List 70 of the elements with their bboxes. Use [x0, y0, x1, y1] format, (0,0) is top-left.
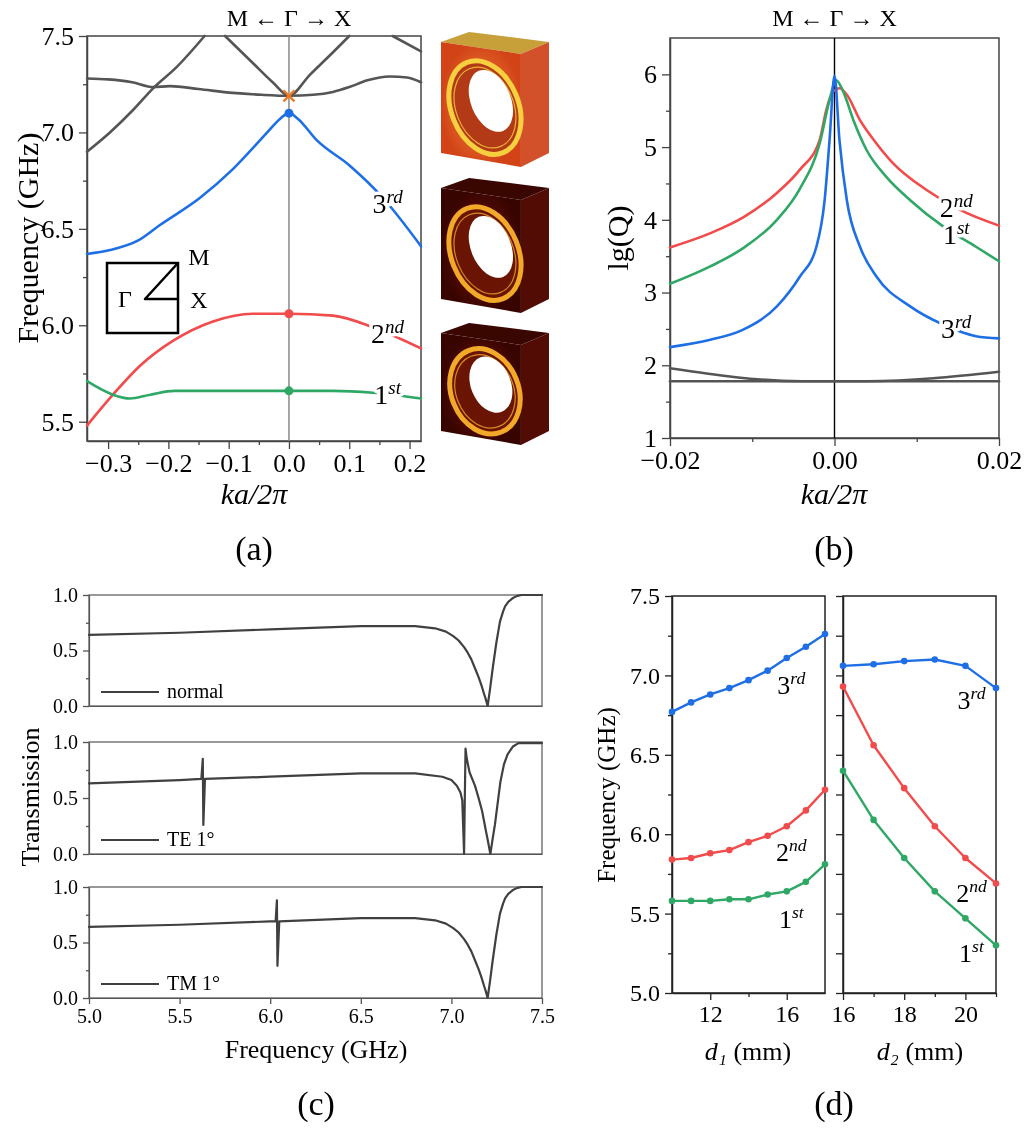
y-tick-label: 1.0	[53, 730, 78, 753]
x-tick-label: −0.1	[205, 449, 253, 479]
x-tick-label: 0.0	[273, 449, 306, 479]
y-axis-title: lg(Q)	[600, 205, 635, 271]
y-tick-label: 0.0	[53, 986, 78, 1009]
y-tick-label: 3	[644, 278, 657, 308]
x-tick-label: 0.1	[333, 449, 367, 479]
series-label: 3$^{rd}$	[777, 667, 806, 700]
annotation: X	[190, 287, 208, 313]
x-tick-label: 0.2	[393, 449, 427, 479]
series-label: 3$^{rd}$	[957, 682, 986, 715]
text: (b)	[814, 530, 854, 568]
text: (c)	[297, 1085, 335, 1123]
y-tick-label: 7.5	[41, 21, 74, 51]
x-tick-label: −0.2	[145, 449, 193, 479]
y-tick-label: 7.5	[630, 583, 660, 610]
x-tick-label: −0.3	[85, 449, 133, 479]
y-tick-label: 0.5	[53, 931, 78, 954]
text: (a)	[235, 530, 273, 568]
chart-title: M ← Γ → X	[226, 5, 352, 31]
y-tick-label: 6.0	[41, 311, 74, 341]
annotation: M	[188, 244, 210, 270]
y-tick-label: 5.5	[41, 407, 74, 437]
y-tick-label: 6	[644, 60, 657, 90]
y-tick-label: 1.0	[53, 875, 78, 898]
x-tick-label: 6.5	[348, 1005, 374, 1028]
x-tick-label: 16	[775, 1001, 800, 1028]
y-tick-label: 4	[644, 205, 657, 235]
x-tick-label: 7.5	[530, 1005, 555, 1028]
y-tick-label: 6.0	[630, 821, 660, 848]
x-tick-label: 5.0	[77, 1005, 102, 1028]
text: (d)	[814, 1085, 854, 1123]
y-tick-label: 0.0	[53, 694, 78, 717]
x-tick-label: 0.02	[976, 446, 1023, 476]
series-label: 3$^{rd}$	[372, 185, 404, 220]
x-tick-label: 16	[831, 1001, 856, 1028]
y-axis-title: Frequency (GHz)	[592, 707, 621, 883]
y-tick-label: 0.5	[53, 639, 78, 662]
series-label: 1$^{st}$	[959, 936, 985, 969]
x-tick-label: 6.0	[258, 1005, 284, 1028]
x-tick-label: 12	[698, 1001, 723, 1028]
x-axis-title: ka/2π	[800, 477, 869, 510]
x-axis-title: d₂ (mm)	[876, 1037, 964, 1066]
y-axis-title: Transmission	[15, 727, 45, 867]
y-tick-label: 0.0	[53, 842, 78, 865]
legend-label: TM 1°	[167, 972, 220, 994]
y-tick-label: 0.5	[53, 786, 78, 809]
x-tick-label: 5.5	[167, 1005, 193, 1028]
y-tick-label: 5.5	[630, 900, 660, 927]
series-label: 1$^{st}$	[778, 901, 805, 934]
x-axis-title: d₁ (mm)	[704, 1037, 792, 1066]
y-tick-label: 2	[644, 351, 657, 381]
y-tick-label: 5.0	[630, 980, 660, 1007]
chart-title: M ← Γ → X	[772, 5, 897, 31]
y-tick-label: 5	[644, 132, 657, 162]
x-tick-label: 0.00	[812, 446, 858, 476]
x-axis-title: Frequency (GHz)	[224, 1035, 408, 1064]
series-label: 2$^{nd}$	[776, 835, 807, 868]
y-tick-label: 7.0	[630, 662, 660, 689]
series-label: 2$^{nd}$	[956, 875, 988, 908]
x-tick-label: 18	[892, 1001, 917, 1028]
legend-label: TE 1°	[167, 828, 215, 850]
y-tick-label: 1.0	[53, 583, 78, 606]
y-tick-label: 6.5	[630, 741, 660, 768]
x-axis-title: ka/2π	[220, 477, 289, 510]
x-tick-label: 7.0	[439, 1005, 465, 1028]
x-tick-label: 20	[953, 1001, 978, 1028]
annotation: Γ	[118, 286, 133, 312]
legend-label: normal	[167, 680, 225, 702]
y-tick-label: 6.5	[41, 214, 74, 244]
